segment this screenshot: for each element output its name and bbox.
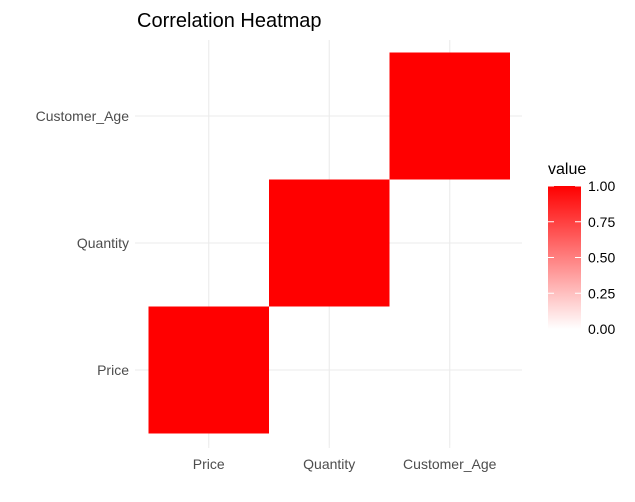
heatmap-cell-customer-age-customer-age: [389, 52, 510, 180]
legend-label-1-00: 1.00: [588, 178, 615, 194]
legend-title: value: [548, 161, 586, 178]
heatmap-cell-price-price: [148, 306, 269, 434]
legend-label-0-00: 0.00: [588, 321, 615, 337]
heatmap-cell-quantity-quantity: [269, 179, 390, 307]
legend-label-0-50: 0.50: [588, 250, 615, 266]
y-axis-ticks: Price Quantity Customer_Age: [36, 108, 130, 378]
chart-title: Correlation Heatmap: [137, 10, 322, 32]
legend: value 1.00 0.75 0.50 0.25 0.00: [548, 161, 615, 337]
heatmap-cells: [148, 52, 510, 434]
y-tick-label-price: Price: [97, 362, 129, 378]
y-tick-label-customer-age: Customer_Age: [36, 108, 130, 124]
x-tick-label-price: Price: [193, 456, 225, 472]
legend-ticks: 1.00 0.75 0.50 0.25 0.00: [548, 178, 615, 337]
legend-label-0-75: 0.75: [588, 214, 615, 230]
x-axis-ticks: Price Quantity Customer_Age: [193, 445, 497, 472]
y-tick-label-quantity: Quantity: [77, 235, 129, 251]
x-tick-label-quantity: Quantity: [303, 456, 355, 472]
x-tick-label-customer-age: Customer_Age: [403, 456, 497, 472]
legend-label-0-25: 0.25: [588, 285, 615, 301]
